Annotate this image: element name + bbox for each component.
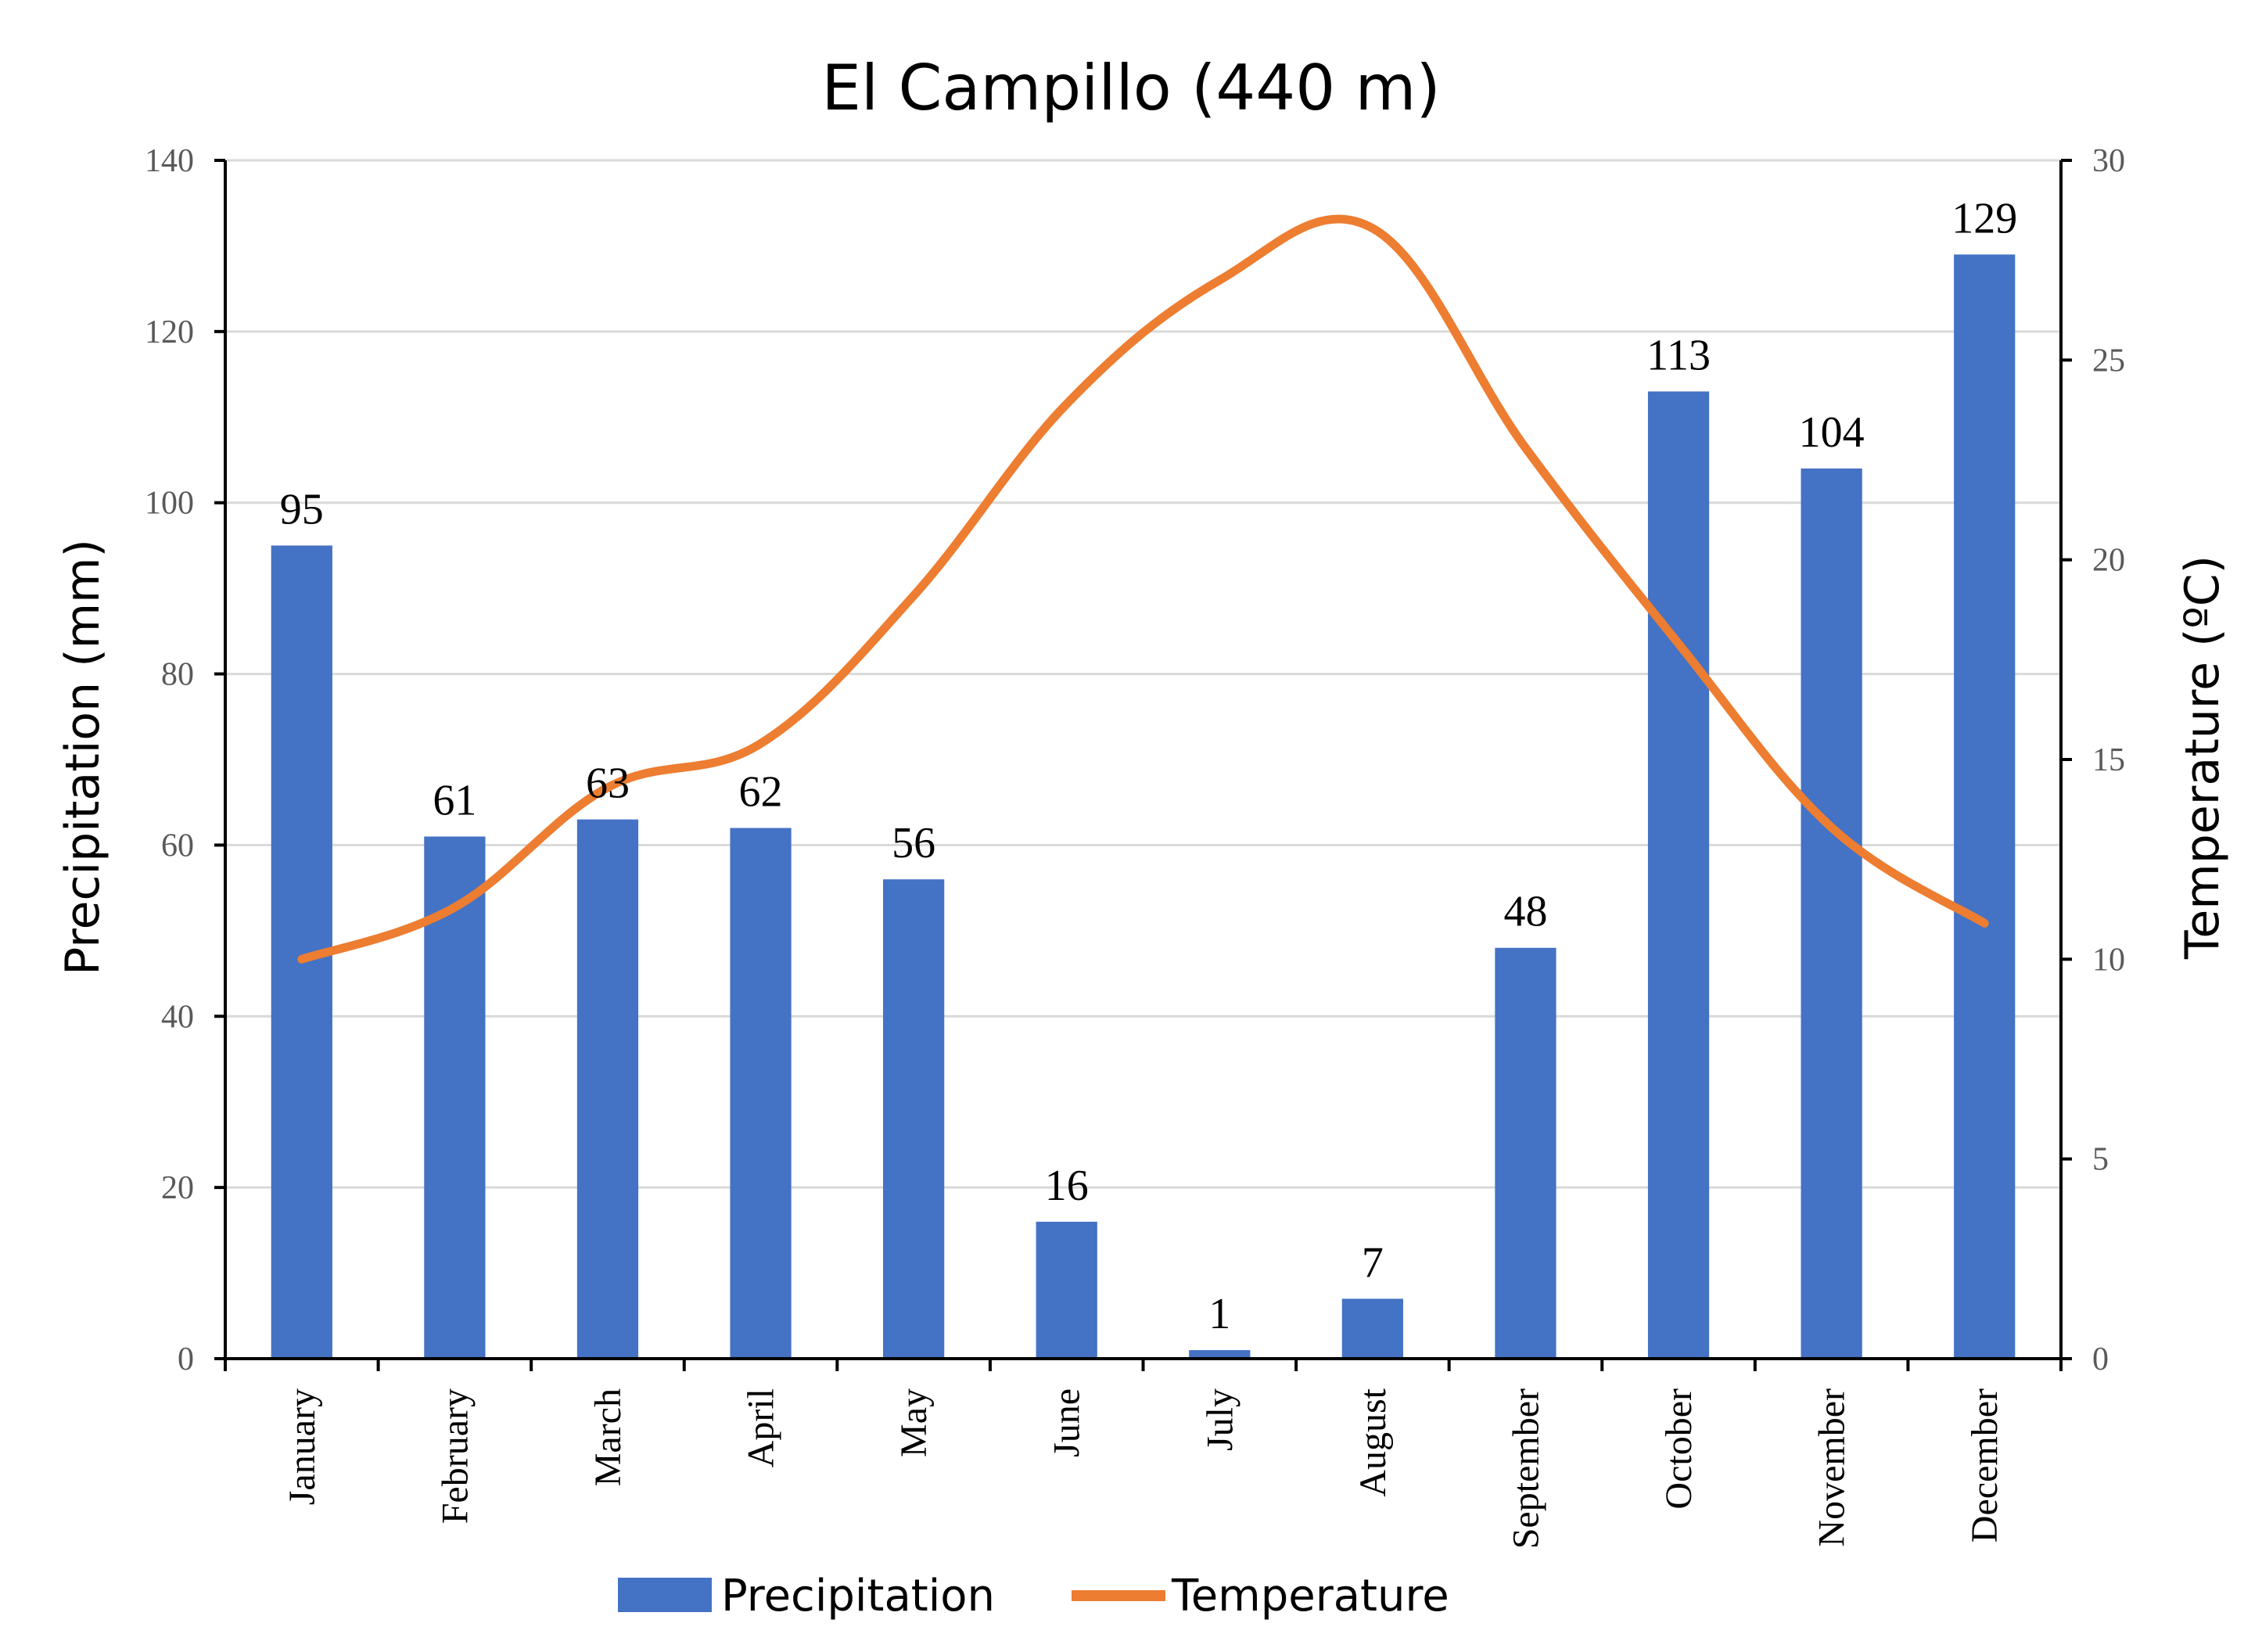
right-axis-ticks: 0 5 10 15 20 25 30 bbox=[2061, 143, 2125, 1377]
precipitation-bar bbox=[1189, 1350, 1251, 1359]
left-axis-ticks: 0 20 40 60 80 100 120 140 bbox=[145, 143, 225, 1377]
left-tick-label: 40 bbox=[161, 999, 194, 1035]
left-tick-label: 0 bbox=[178, 1341, 194, 1377]
category-label: November bbox=[1811, 1388, 1853, 1547]
precipitation-bar bbox=[1801, 468, 1862, 1359]
bar-data-label: 62 bbox=[739, 768, 783, 817]
left-tick-label: 120 bbox=[145, 314, 194, 350]
category-label: January bbox=[282, 1388, 323, 1505]
precipitation-bar bbox=[730, 828, 792, 1359]
chart-title: El Campillo (440 m) bbox=[821, 52, 1440, 124]
right-tick-label: 25 bbox=[2092, 343, 2125, 379]
legend-precipitation-label: Precipitation bbox=[721, 1571, 995, 1621]
precipitation-bar bbox=[1647, 391, 1710, 1359]
category-label: June bbox=[1047, 1388, 1088, 1457]
right-tick-label: 30 bbox=[2092, 143, 2125, 179]
precipitation-bar bbox=[1495, 947, 1556, 1359]
category-label: May bbox=[893, 1388, 935, 1457]
bar-data-label: 56 bbox=[892, 819, 935, 867]
legend-precipitation-swatch bbox=[618, 1578, 712, 1612]
right-tick-label: 0 bbox=[2092, 1341, 2109, 1377]
gridlines bbox=[225, 159, 2061, 1189]
category-label: March bbox=[587, 1388, 629, 1486]
legend-temperature-label: Temperature bbox=[1171, 1571, 1449, 1621]
category-labels: January February March April May June July Augu… bbox=[282, 1388, 2005, 1549]
right-tick-label: 5 bbox=[2092, 1142, 2109, 1178]
bar-data-label: 129 bbox=[1951, 194, 2017, 242]
right-tick-label: 15 bbox=[2092, 742, 2125, 778]
bar-data-label: 63 bbox=[586, 760, 630, 808]
bar-data-label: 95 bbox=[280, 485, 324, 533]
left-axis-title: Precipitation (mm) bbox=[56, 539, 110, 975]
right-tick-label: 10 bbox=[2092, 942, 2125, 978]
bar-data-label: 7 bbox=[1362, 1238, 1384, 1287]
precipitation-bar bbox=[883, 879, 945, 1359]
right-tick-label: 20 bbox=[2092, 543, 2125, 579]
bar-data-labels: 95 61 63 62 56 16 1 7 48 113 104 129 bbox=[280, 194, 2017, 1338]
precipitation-bar bbox=[576, 819, 639, 1359]
temperature-line-group bbox=[297, 214, 1989, 964]
bar-data-label: 16 bbox=[1045, 1162, 1089, 1210]
bar-data-label: 48 bbox=[1503, 888, 1547, 936]
bar-data-label: 1 bbox=[1208, 1290, 1230, 1338]
axes bbox=[214, 160, 2072, 1371]
legend: Precipitation Temperature bbox=[618, 1571, 1449, 1621]
bar-data-label: 113 bbox=[1646, 331, 1711, 379]
bar-data-label: 61 bbox=[433, 776, 476, 824]
precipitation-bar bbox=[1036, 1221, 1097, 1359]
category-label: April bbox=[741, 1388, 782, 1467]
category-label: July bbox=[1199, 1388, 1241, 1451]
temperature-line bbox=[297, 214, 1989, 964]
left-tick-label: 100 bbox=[145, 486, 194, 522]
bar-data-label: 104 bbox=[1799, 408, 1865, 457]
precipitation-bars bbox=[271, 254, 2016, 1359]
category-label: September bbox=[1505, 1388, 1546, 1549]
category-label: October bbox=[1658, 1388, 1700, 1510]
left-tick-label: 20 bbox=[161, 1170, 194, 1206]
category-label: August bbox=[1352, 1388, 1394, 1496]
precipitation-bar bbox=[1341, 1298, 1403, 1359]
left-tick-label: 60 bbox=[161, 828, 194, 864]
precipitation-bar bbox=[1954, 254, 2016, 1359]
right-axis-title: Temperature (ºC) bbox=[2175, 555, 2230, 960]
category-label: February bbox=[434, 1388, 476, 1524]
left-tick-label: 140 bbox=[145, 143, 194, 179]
left-tick-label: 80 bbox=[161, 657, 194, 693]
precipitation-bar bbox=[424, 836, 486, 1359]
category-label: December bbox=[1964, 1388, 2005, 1542]
